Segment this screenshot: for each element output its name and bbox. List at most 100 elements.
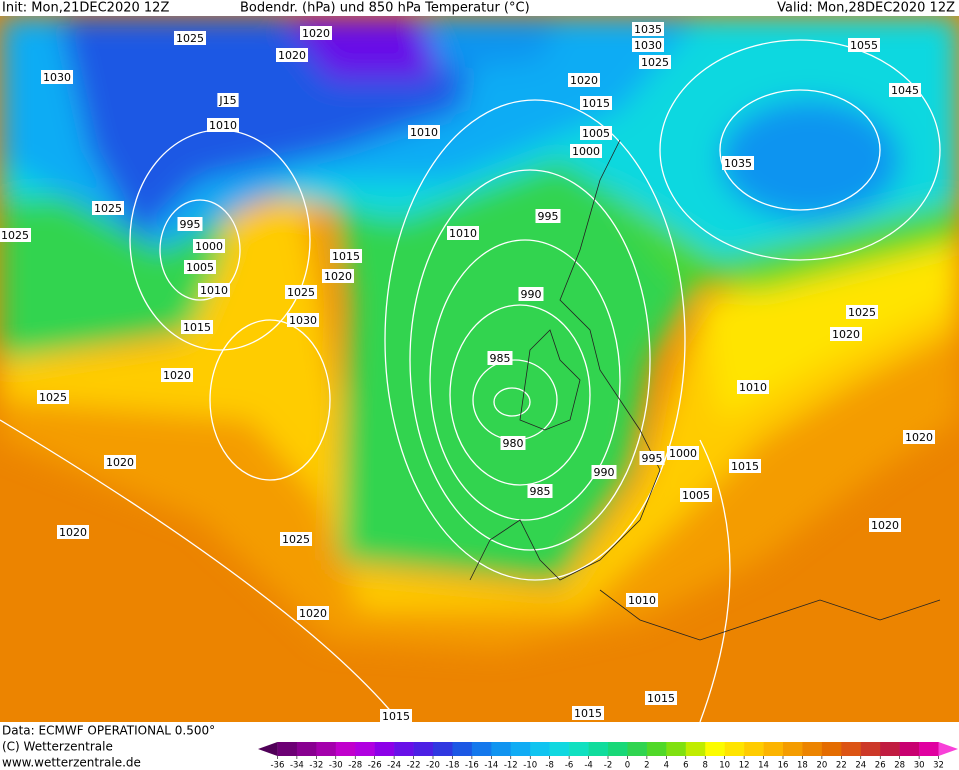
isobar-label: 1020 <box>903 430 935 444</box>
isobar-label-text: 1010 <box>209 119 237 132</box>
isobar-label-box <box>848 38 880 52</box>
isobar-label-text: 1025 <box>176 32 204 45</box>
isobar-label: 1000 <box>570 144 602 158</box>
isobar-label: 1030 <box>41 70 73 84</box>
colorbar: -36 -34 -32 -30 -28 -26 -24 -22 -20 -18 -16 -14 -12-… <box>258 742 958 770</box>
isobar-label: 1025 <box>174 31 206 45</box>
colorbar-label: -18 <box>445 761 459 770</box>
isobar-label: 1025 <box>0 228 31 242</box>
isobar-label-text: 1020 <box>324 270 352 283</box>
colorbar-label: 18 <box>797 761 808 770</box>
colorbar-label: -22 <box>407 761 421 770</box>
isobar-label: 1015 <box>645 691 677 705</box>
colorbar-box <box>685 742 706 756</box>
map-title: Bodendr. (hPa) und 850 hPa Temperatur (°… <box>240 1 530 16</box>
colorbar-arrow <box>938 742 958 756</box>
colorbar-label: -36 <box>270 761 284 770</box>
colorbar-box <box>919 742 939 756</box>
isobar-label-text: 1025 <box>848 306 876 319</box>
isobar-label-box <box>580 96 612 110</box>
isobar-label-box <box>645 691 677 705</box>
colorbar-label: -16 <box>465 761 479 770</box>
isobar-label: 1015 <box>380 709 412 723</box>
isobar-label-text: 1010 <box>200 284 228 297</box>
isobar-label: 1005 <box>184 260 216 274</box>
isobar-label-text: 990 <box>521 288 542 301</box>
isobar-label-text: 995 <box>180 218 201 231</box>
colorbar-box <box>744 742 764 756</box>
isobar-label-box <box>568 73 600 87</box>
colorbar-box <box>860 742 881 756</box>
isobar-label-text: 985 <box>490 352 511 365</box>
colorbar-box <box>296 742 317 756</box>
isobar-label-text: 1015 <box>332 250 360 263</box>
colorbar-label: 26 <box>875 761 886 770</box>
colorbar-box <box>374 742 395 756</box>
colorbar-label: -30 <box>329 761 343 770</box>
colorbar-box <box>627 742 648 756</box>
isobar-label-box <box>92 201 124 215</box>
isobar-label-text: 1005 <box>582 127 610 140</box>
isobar-label-box <box>285 285 317 299</box>
isobar-label: 1020 <box>104 455 136 469</box>
isobar-label: 1025 <box>285 285 317 299</box>
isobar-label-text: 1020 <box>832 328 860 341</box>
isobar-label-box <box>37 390 69 404</box>
isobar-label: 1020 <box>568 73 600 87</box>
colorbar-box <box>666 742 687 756</box>
isobar-label-box <box>57 525 89 539</box>
isobar-label-text: 1020 <box>163 369 191 382</box>
isobar-label-text: 1020 <box>570 74 598 87</box>
colorbar-label: 24 <box>855 761 866 770</box>
isobar-label-box <box>0 228 31 242</box>
colorbar-box <box>316 742 337 756</box>
colorbar-box <box>510 742 531 756</box>
isobar-label-text: 1000 <box>669 447 697 460</box>
colorbar-label: -20 <box>426 761 440 770</box>
isobar-label-box <box>632 22 664 36</box>
isobar-label-text: J15 <box>218 94 236 107</box>
isobar-label: 1000 <box>667 446 699 460</box>
isobar-label-box <box>380 709 412 723</box>
colorbar-label: 8 <box>703 761 708 770</box>
isobar-label: 1020 <box>830 327 862 341</box>
isobar-label: 1005 <box>680 488 712 502</box>
isobar-label-text: 1015 <box>574 707 602 720</box>
isobar-label-text: 1000 <box>572 145 600 158</box>
isobar-label: 985 <box>527 484 553 498</box>
colorbar-box <box>452 742 473 756</box>
isobar-label-box <box>198 283 230 297</box>
isobar-label-box <box>830 327 862 341</box>
isobar-label: 1020 <box>300 26 332 40</box>
isobar-label-text: 1020 <box>278 49 306 62</box>
isobar-label-box <box>322 269 354 283</box>
isobar-label: 1020 <box>276 48 308 62</box>
isobar-label: 1030 <box>287 313 319 327</box>
colorbar-label: 16 <box>778 761 789 770</box>
isobar-label-box <box>184 260 216 274</box>
isobar-label: 1020 <box>161 368 193 382</box>
isobar-label-text: 1010 <box>410 126 438 139</box>
isobar-label: 1020 <box>869 518 901 532</box>
colorbar-label: -12 <box>504 761 518 770</box>
colorbar-box <box>433 742 453 756</box>
colorbar-box <box>705 742 725 756</box>
isobar-label-box <box>570 144 602 158</box>
isobar-label-text: 1000 <box>195 240 223 253</box>
temperature-field <box>0 16 959 722</box>
isobar-label-text: 1005 <box>682 489 710 502</box>
colorbar-label: -6 <box>565 761 573 770</box>
isobar-label: 1015 <box>330 249 362 263</box>
colorbar-box <box>841 742 862 756</box>
isobar-label: 1005 <box>580 126 612 140</box>
isobar-label-box <box>161 368 193 382</box>
colorbar-label: -28 <box>348 761 362 770</box>
colorbar-label: 28 <box>894 761 905 770</box>
colorbar-box <box>646 742 667 756</box>
isobar-label-text: 1020 <box>106 456 134 469</box>
isobar-label-box <box>280 532 312 546</box>
isobar-label-text: 1010 <box>628 594 656 607</box>
isobar-label-box <box>639 55 671 69</box>
isobar-label-box <box>903 430 935 444</box>
